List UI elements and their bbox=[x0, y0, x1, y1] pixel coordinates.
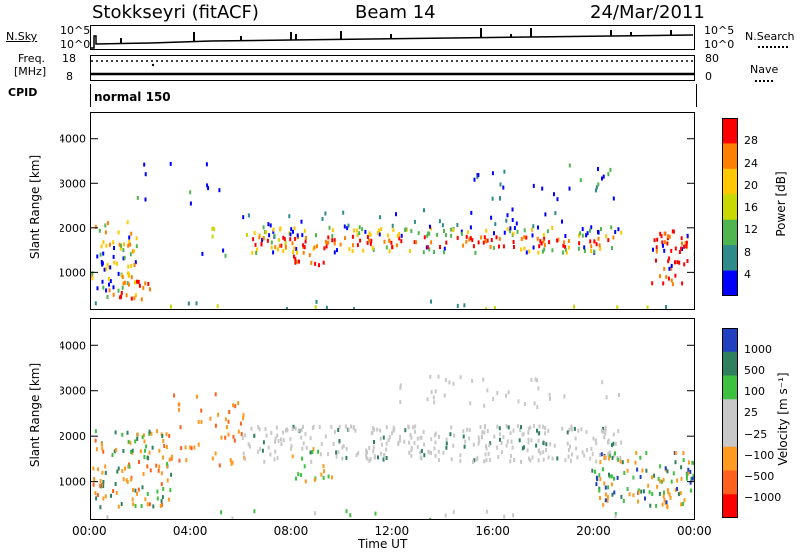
beam-title: Beam 14 bbox=[355, 2, 436, 23]
colorbar-swatch bbox=[722, 168, 738, 195]
power-heatmap bbox=[91, 161, 694, 309]
freq-bottom-label: 8 bbox=[66, 70, 73, 83]
power-panel bbox=[90, 112, 695, 310]
freq-trace bbox=[91, 60, 694, 76]
x-tick-label: 08:00 bbox=[273, 524, 309, 538]
y-tick-label: 2000 bbox=[60, 222, 86, 235]
colorbar-tick-label: 12 bbox=[744, 223, 758, 237]
colorbar-tick-label: 25 bbox=[744, 406, 758, 420]
velocity-yaxis: 1000 2000 3000 4000 bbox=[60, 339, 695, 489]
cpid-box bbox=[90, 84, 697, 107]
velocity-panel bbox=[90, 318, 695, 520]
colorbar-swatch bbox=[722, 143, 738, 170]
colorbar-swatch bbox=[722, 423, 738, 448]
colorbar-tick-label: 16 bbox=[744, 201, 758, 214]
cpid-label: CPID bbox=[8, 86, 38, 99]
nave-bottom-label: 0 bbox=[705, 70, 712, 83]
freq-top-label: 18 bbox=[62, 52, 76, 65]
x-tick-label: 16:00 bbox=[475, 524, 510, 538]
nsky-bottom-label: 10^0 bbox=[60, 38, 91, 51]
colorbar-tick-label: −100 bbox=[744, 448, 775, 462]
nave-top-label: 80 bbox=[705, 52, 719, 65]
colorbar-tick-label: −500 bbox=[744, 469, 775, 483]
colorbar-tick-label: 500 bbox=[744, 364, 765, 378]
nave-dotted-line bbox=[755, 80, 773, 82]
colorbar-border bbox=[722, 328, 738, 518]
colorbar-tick-label: 1000 bbox=[744, 343, 772, 357]
nsearch-bottom-label: 10^0 bbox=[704, 38, 735, 51]
colorbar-tick-label: 100 bbox=[744, 385, 765, 399]
nsky-strip bbox=[90, 25, 695, 50]
y-tick-label: 4000 bbox=[60, 133, 86, 146]
x-tick-label: 00:00 bbox=[72, 524, 107, 538]
x-axis-label: Time UT bbox=[358, 537, 408, 551]
freq-label-line1: Freq. bbox=[18, 52, 46, 65]
power-yaxis: 1000 2000 3000 4000 bbox=[60, 133, 695, 279]
nsky-top-label: 10^5 bbox=[60, 24, 91, 37]
power-ylabel: Slant Range [km] bbox=[28, 154, 42, 260]
colorbar-swatch bbox=[722, 399, 738, 424]
velocity-ylabel: Slant Range [km] bbox=[28, 362, 42, 468]
colorbar-swatch bbox=[722, 494, 738, 518]
y-tick-label: 4000 bbox=[60, 339, 86, 352]
colorbar-tick-label: 28 bbox=[744, 134, 758, 148]
colorbar-swatch bbox=[722, 446, 738, 471]
cpid-value: normal 150 bbox=[94, 90, 171, 104]
nsearch-dotted-line bbox=[758, 46, 788, 48]
colorbar-tick-label: 24 bbox=[744, 156, 758, 170]
y-tick-label: 3000 bbox=[60, 177, 86, 190]
freq-strip bbox=[90, 55, 695, 81]
velocity-colorbar-label: Velocity [m s⁻¹] bbox=[776, 372, 790, 466]
colorbar-tick-label: −25 bbox=[744, 427, 768, 441]
nave-label: Nave bbox=[750, 63, 779, 76]
colorbar-swatch bbox=[722, 270, 738, 296]
nsky-trace bbox=[91, 28, 694, 49]
colorbar-border bbox=[722, 118, 738, 296]
x-tick-label: 00:00 bbox=[677, 524, 712, 538]
y-tick-label: 3000 bbox=[60, 385, 86, 398]
y-tick-label: 1000 bbox=[60, 476, 86, 489]
colorbar-swatch bbox=[722, 470, 738, 495]
x-tick-label: 20:00 bbox=[576, 524, 611, 538]
station-title: Stokkseyri (fitACF) bbox=[92, 2, 259, 23]
x-tick-label: 04:00 bbox=[172, 524, 208, 538]
x-tick-label: 12:00 bbox=[374, 524, 410, 538]
y-tick-label: 1000 bbox=[60, 266, 86, 279]
date-title: 24/Mar/2011 bbox=[590, 2, 705, 23]
colorbar-tick-label: 20 bbox=[744, 178, 758, 192]
colorbar-swatch bbox=[722, 328, 738, 353]
colorbar-tick-label: 8 bbox=[744, 245, 751, 259]
nsearch-label: N.Search bbox=[745, 30, 795, 43]
freq-label-line2: [MHz] bbox=[14, 65, 47, 78]
heatmap-cells bbox=[91, 161, 694, 309]
colorbar-swatch bbox=[722, 118, 738, 144]
nsearch-top-label: 10^5 bbox=[704, 24, 735, 37]
velocity-heatmap bbox=[92, 374, 694, 519]
colorbar-tick-label: 4 bbox=[744, 267, 751, 281]
colorbar-swatch bbox=[722, 245, 738, 272]
power-colorbar-label: Power [dB] bbox=[774, 171, 788, 237]
colorbar-swatch bbox=[722, 194, 738, 221]
colorbar-swatch bbox=[722, 375, 738, 400]
y-tick-label: 2000 bbox=[60, 430, 86, 443]
colorbar-tick-label: −1000 bbox=[744, 490, 782, 504]
power-colorbar bbox=[722, 118, 738, 296]
nsky-label: N.Sky bbox=[6, 30, 38, 43]
heatmap-cells bbox=[92, 374, 694, 519]
velocity-colorbar bbox=[722, 328, 738, 518]
colorbar-swatch bbox=[722, 351, 738, 376]
colorbar-swatch bbox=[722, 219, 738, 246]
